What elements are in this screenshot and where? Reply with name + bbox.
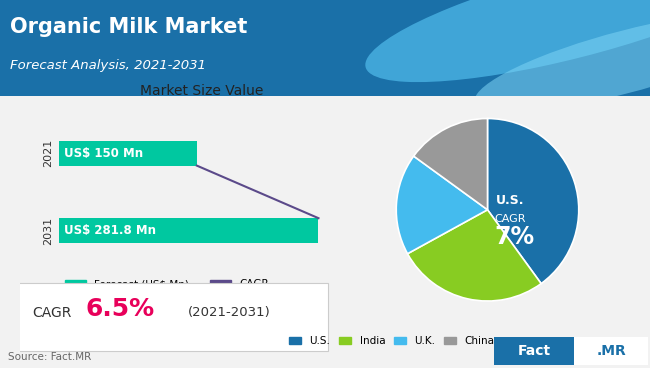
FancyBboxPatch shape (0, 0, 650, 96)
Text: .MR: .MR (596, 344, 626, 358)
Ellipse shape (365, 0, 650, 82)
Legend: Forecast (US$ Mn), CAGR: Forecast (US$ Mn), CAGR (61, 275, 273, 294)
Text: US$ 150 Mn: US$ 150 Mn (64, 147, 143, 160)
FancyBboxPatch shape (13, 283, 328, 351)
Text: Source: Fact.MR: Source: Fact.MR (8, 352, 91, 362)
Text: (2021-2031): (2021-2031) (188, 306, 271, 319)
Bar (58, 141, 197, 166)
Wedge shape (413, 118, 488, 210)
Text: CAGR: CAGR (32, 306, 72, 320)
FancyBboxPatch shape (493, 337, 577, 365)
Text: Forecast Analysis, 2021-2031: Forecast Analysis, 2021-2031 (10, 59, 205, 72)
Text: 7%: 7% (495, 225, 535, 249)
Text: US$ 281.8 Mn: US$ 281.8 Mn (64, 224, 156, 237)
Wedge shape (408, 210, 541, 301)
Text: Organic Milk Market: Organic Milk Market (10, 17, 247, 37)
Text: U.S.: U.S. (496, 194, 525, 207)
Text: Fact: Fact (518, 344, 551, 358)
Text: 6.5%: 6.5% (85, 297, 154, 321)
Ellipse shape (474, 13, 650, 112)
Legend: U.S., India, U.K., China: U.S., India, U.K., China (285, 332, 499, 351)
Wedge shape (488, 118, 578, 284)
FancyBboxPatch shape (573, 337, 649, 365)
Wedge shape (396, 156, 488, 254)
Bar (58, 218, 318, 243)
Title: Market Size Value: Market Size Value (140, 84, 263, 98)
Text: CAGR: CAGR (495, 214, 526, 224)
